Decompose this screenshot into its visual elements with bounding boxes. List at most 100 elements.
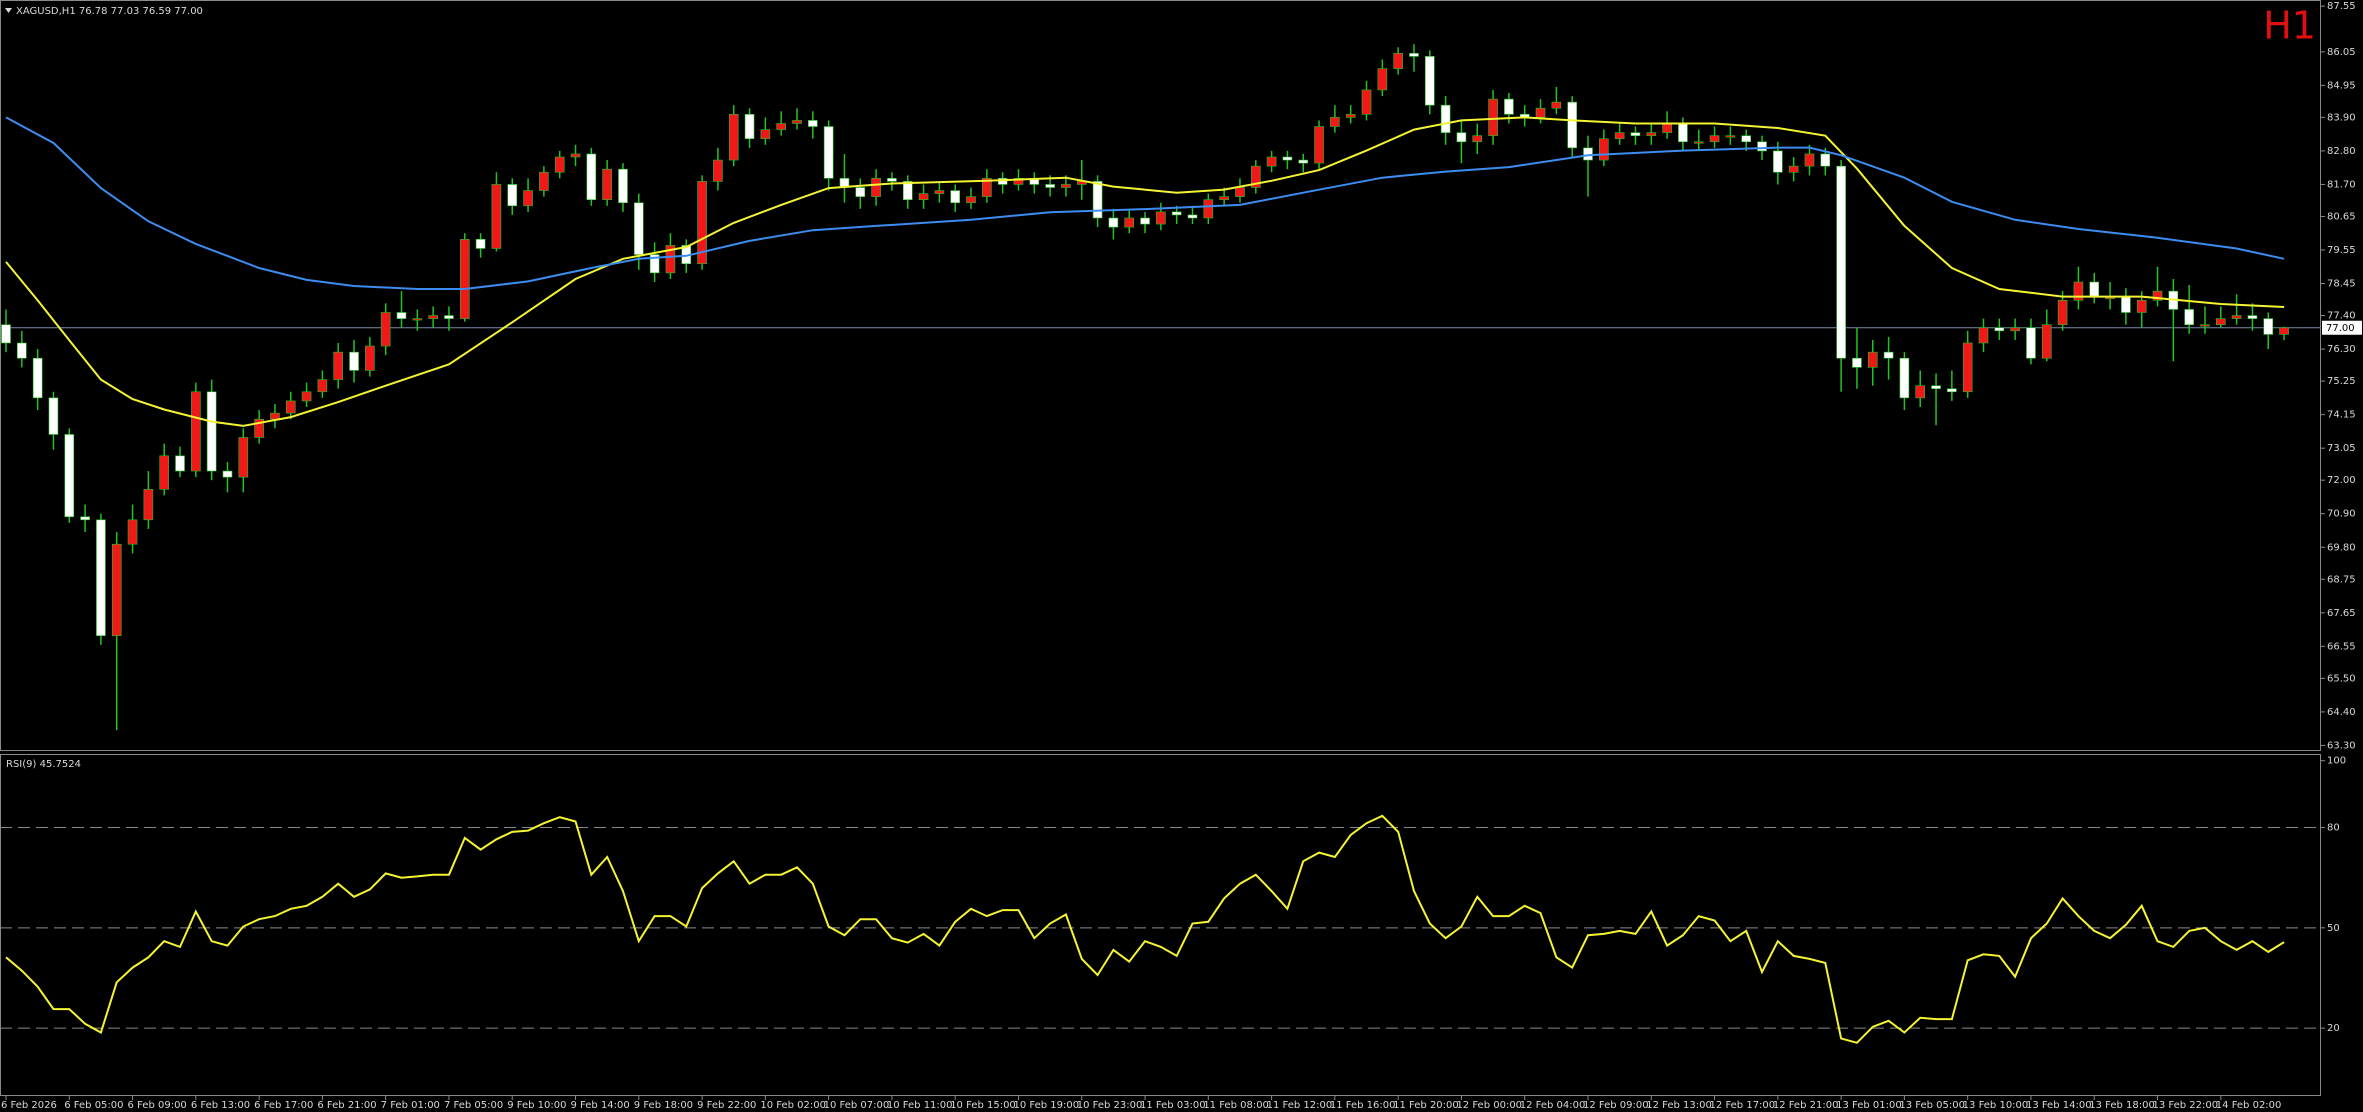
y-tick-label: 87.55	[2327, 1, 2356, 12]
candle-body	[444, 315, 454, 319]
x-tick-label: 12 Feb 21:00	[1773, 1100, 1839, 1111]
candle-body	[1250, 165, 1261, 188]
candle-body	[1994, 327, 2005, 332]
candle-body	[2263, 318, 2274, 335]
x-tick-label: 9 Feb 10:00	[507, 1100, 566, 1111]
candle-body	[1314, 126, 1324, 164]
candle-body	[1883, 351, 1894, 359]
y-tick-label: 50	[2327, 923, 2340, 934]
y-tick-label: 80.65	[2327, 211, 2356, 222]
x-tick-label: 13 Feb 05:00	[1899, 1100, 1965, 1111]
y-tick-label: 83.90	[2327, 112, 2356, 123]
candle-body	[1377, 68, 1388, 91]
y-tick-label: 20	[2327, 1023, 2340, 1034]
candle-body	[17, 342, 27, 359]
candle-body	[1583, 147, 1593, 161]
candle-body	[143, 489, 154, 521]
y-tick-label: 73.05	[2327, 443, 2356, 454]
x-tick-label: 6 Feb 17:00	[254, 1100, 313, 1111]
candle-body	[934, 190, 945, 194]
y-tick-label: 79.55	[2327, 245, 2356, 256]
candle-body	[1, 324, 11, 344]
candle-body	[713, 159, 723, 182]
candle-body	[1140, 217, 1150, 225]
candle-body	[222, 470, 233, 478]
y-tick-label: 66.55	[2327, 641, 2356, 652]
candle-body	[1962, 342, 1973, 393]
x-tick-label: 14 Feb 02:00	[2216, 1100, 2282, 1111]
x-tick-label: 11 Feb 08:00	[1203, 1100, 1269, 1111]
candle-body	[2152, 290, 2163, 301]
y-tick-label: 74.15	[2327, 410, 2356, 421]
candle-body	[523, 190, 533, 207]
candle-body	[966, 196, 976, 204]
candle-body	[2010, 327, 2020, 332]
candle-body	[111, 543, 122, 636]
candle-body	[1678, 123, 1688, 143]
candle-body	[1108, 217, 1119, 228]
candle-body	[950, 190, 961, 204]
candle-body	[1551, 101, 1562, 109]
y-tick-label: 67.65	[2327, 608, 2356, 619]
candle-body	[554, 156, 565, 173]
candle-body	[1693, 141, 1704, 144]
candle-body	[349, 351, 359, 371]
y-tick-label: 69.80	[2327, 542, 2356, 553]
candle-body	[1709, 135, 1720, 143]
candle-body	[254, 418, 264, 438]
x-tick-label: 11 Feb 16:00	[1330, 1100, 1396, 1111]
candle-body	[1852, 357, 1862, 368]
candle-body	[1282, 156, 1293, 161]
x-tick-label: 7 Feb 01:00	[381, 1100, 440, 1111]
candle-body	[333, 351, 344, 380]
candle-body	[1061, 184, 1071, 188]
candle-body	[1978, 327, 1989, 344]
candle-body	[1361, 89, 1372, 115]
candle-body	[1614, 132, 1625, 140]
candle-body	[1931, 385, 1941, 390]
x-tick-label: 13 Feb 10:00	[1963, 1100, 2029, 1111]
candle-body	[1867, 351, 1878, 368]
candle-body	[1203, 199, 1214, 219]
candle-body	[808, 120, 818, 127]
candle-body	[1219, 196, 1229, 200]
candle-body	[1425, 56, 1435, 106]
x-tick-label: 12 Feb 04:00	[1520, 1100, 1586, 1111]
y-tick-label: 77.40	[2327, 311, 2356, 322]
symbol-menu-arrow	[5, 8, 12, 13]
candle-body	[301, 391, 312, 402]
x-tick-label: 10 Feb 15:00	[950, 1100, 1016, 1111]
candle-body	[2026, 327, 2036, 359]
x-tick-label: 12 Feb 09:00	[1583, 1100, 1649, 1111]
candle-body	[792, 120, 802, 124]
bid-label-box	[2322, 320, 2362, 335]
candle-body	[96, 519, 106, 636]
candle-body	[80, 516, 90, 521]
y-tick-label: 63.30	[2327, 740, 2356, 751]
candle-body	[2279, 327, 2289, 335]
candle-body	[1947, 388, 1957, 393]
candle-body	[697, 181, 707, 265]
candle-body	[191, 391, 201, 472]
rsi-line	[5, 814, 2285, 1044]
candle-body	[665, 245, 676, 274]
candle-body	[1804, 153, 1815, 167]
y-tick-label: 84.95	[2327, 80, 2356, 91]
candle-body	[1915, 385, 1926, 399]
moving-average-line	[5, 116, 2285, 290]
candle-body	[1045, 184, 1055, 188]
candle-body	[1298, 159, 1309, 164]
x-tick-label: 6 Feb 2026	[1, 1100, 57, 1111]
candle-body	[380, 312, 391, 347]
candle-body	[507, 184, 518, 207]
candle-body	[1630, 132, 1641, 136]
candle-body	[159, 455, 169, 490]
y-tick-label: 64.40	[2327, 707, 2356, 718]
x-tick-label: 11 Feb 12:00	[1267, 1100, 1333, 1111]
candle-body	[2041, 324, 2052, 359]
candle-body	[855, 187, 866, 197]
y-tick-label: 65.50	[2327, 673, 2356, 684]
candle-body	[618, 168, 628, 204]
